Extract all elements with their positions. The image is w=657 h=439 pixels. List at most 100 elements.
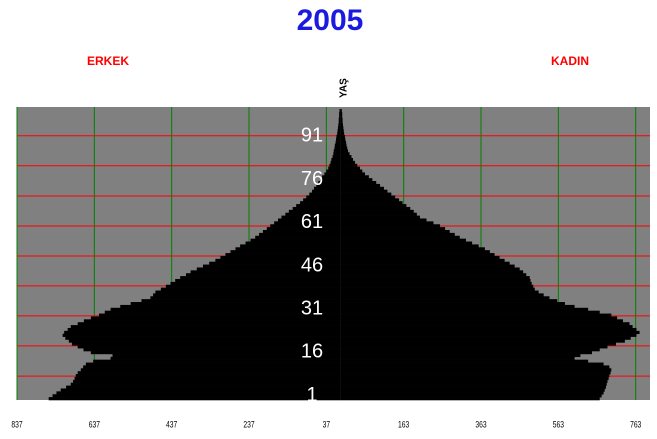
female-bar: [340, 218, 427, 222]
male-bar: [67, 327, 341, 332]
male-bar: [60, 388, 341, 392]
male-bar: [110, 356, 341, 360]
male-bar: [255, 235, 341, 239]
male-bar: [332, 155, 341, 159]
male-bar: [333, 152, 341, 156]
male-bar: [338, 120, 341, 124]
female-bar: [340, 201, 403, 205]
female-bar: [340, 111, 343, 116]
female-bar: [340, 313, 612, 317]
female-bar: [340, 134, 345, 139]
female-bar: [340, 244, 479, 248]
male-bar: [66, 385, 341, 389]
female-bar: [340, 273, 527, 277]
female-bar: [340, 169, 363, 173]
male-bar: [220, 255, 341, 260]
y-axis-label: YAŞ: [339, 78, 350, 98]
female-bar: [340, 140, 347, 144]
age-label: 91: [301, 125, 323, 147]
female-bar: [340, 204, 407, 208]
male-bar: [337, 129, 341, 133]
female-bar: [340, 316, 618, 320]
male-bar: [322, 175, 341, 179]
female-bar: [340, 310, 600, 314]
male-bar: [339, 114, 341, 118]
age-label: 61: [301, 211, 323, 233]
female-bar: [340, 198, 400, 202]
male-bar: [150, 296, 341, 300]
female-bar: [340, 264, 515, 268]
female-bar: [340, 146, 348, 150]
female-bar: [340, 304, 575, 309]
female-bar: [340, 114, 343, 118]
female-bar: [340, 227, 446, 231]
female-bar: [340, 129, 344, 133]
female-bar: [340, 388, 605, 392]
female-bar: [340, 270, 524, 274]
male-bar: [334, 146, 341, 150]
female-bar: [340, 178, 373, 182]
male-bar: [288, 209, 341, 214]
x-tick-label: 763: [630, 419, 642, 429]
female-bar: [340, 160, 355, 165]
male-bar: [83, 319, 341, 323]
male-bar: [202, 264, 341, 268]
male-bar: [77, 345, 341, 349]
female-bar: [340, 163, 358, 167]
male-bar: [309, 192, 341, 196]
female-bar: [340, 172, 366, 176]
female-bar: [340, 391, 604, 395]
female-bar: [340, 166, 360, 170]
female-bar: [340, 385, 606, 389]
male-bar: [245, 241, 341, 245]
male-bar: [77, 371, 341, 375]
female-bar: [340, 109, 342, 113]
male-bar: [333, 149, 341, 153]
female-bar: [340, 186, 384, 190]
female-bar: [340, 189, 388, 193]
male-bar: [274, 221, 341, 225]
female-bar: [340, 342, 616, 346]
female-bar: [340, 333, 637, 337]
age-label: 1: [306, 384, 317, 406]
male-bar: [306, 195, 341, 199]
male-bar: [259, 232, 341, 237]
male-bar: [320, 178, 341, 182]
male-bar: [316, 183, 341, 188]
male-bar: [83, 348, 341, 352]
male-bar: [225, 253, 341, 257]
male-bar: [312, 189, 341, 193]
female-bar: [340, 302, 565, 306]
female-bar: [340, 365, 610, 369]
x-tick-label: 837: [11, 419, 23, 429]
male-bar: [90, 351, 341, 355]
male-bar: [235, 247, 341, 251]
female-bar: [340, 296, 550, 300]
male-bar: [209, 261, 341, 265]
female-bar: [340, 293, 544, 297]
male-bar: [215, 258, 341, 263]
male-bar: [48, 397, 341, 401]
male-bar: [112, 353, 341, 358]
female-bar: [340, 267, 520, 271]
female-bar: [340, 206, 411, 211]
male-bar: [175, 278, 341, 283]
right-label: KADIN: [551, 54, 589, 68]
female-bar: [340, 287, 535, 291]
female-bar: [340, 322, 630, 326]
female-bar: [340, 253, 495, 257]
male-bar: [80, 368, 341, 372]
male-bar: [296, 204, 341, 208]
male-bar: [281, 215, 341, 219]
female-bar: [340, 356, 575, 360]
male-bar: [335, 140, 341, 144]
male-bar: [90, 316, 341, 320]
female-bar: [340, 117, 343, 121]
male-bar: [336, 134, 341, 139]
male-bar: [73, 379, 341, 384]
male-bar: [313, 186, 341, 190]
female-bar: [340, 232, 455, 237]
female-bar: [340, 247, 485, 251]
female-bar: [340, 183, 381, 188]
female-bar: [340, 181, 377, 185]
